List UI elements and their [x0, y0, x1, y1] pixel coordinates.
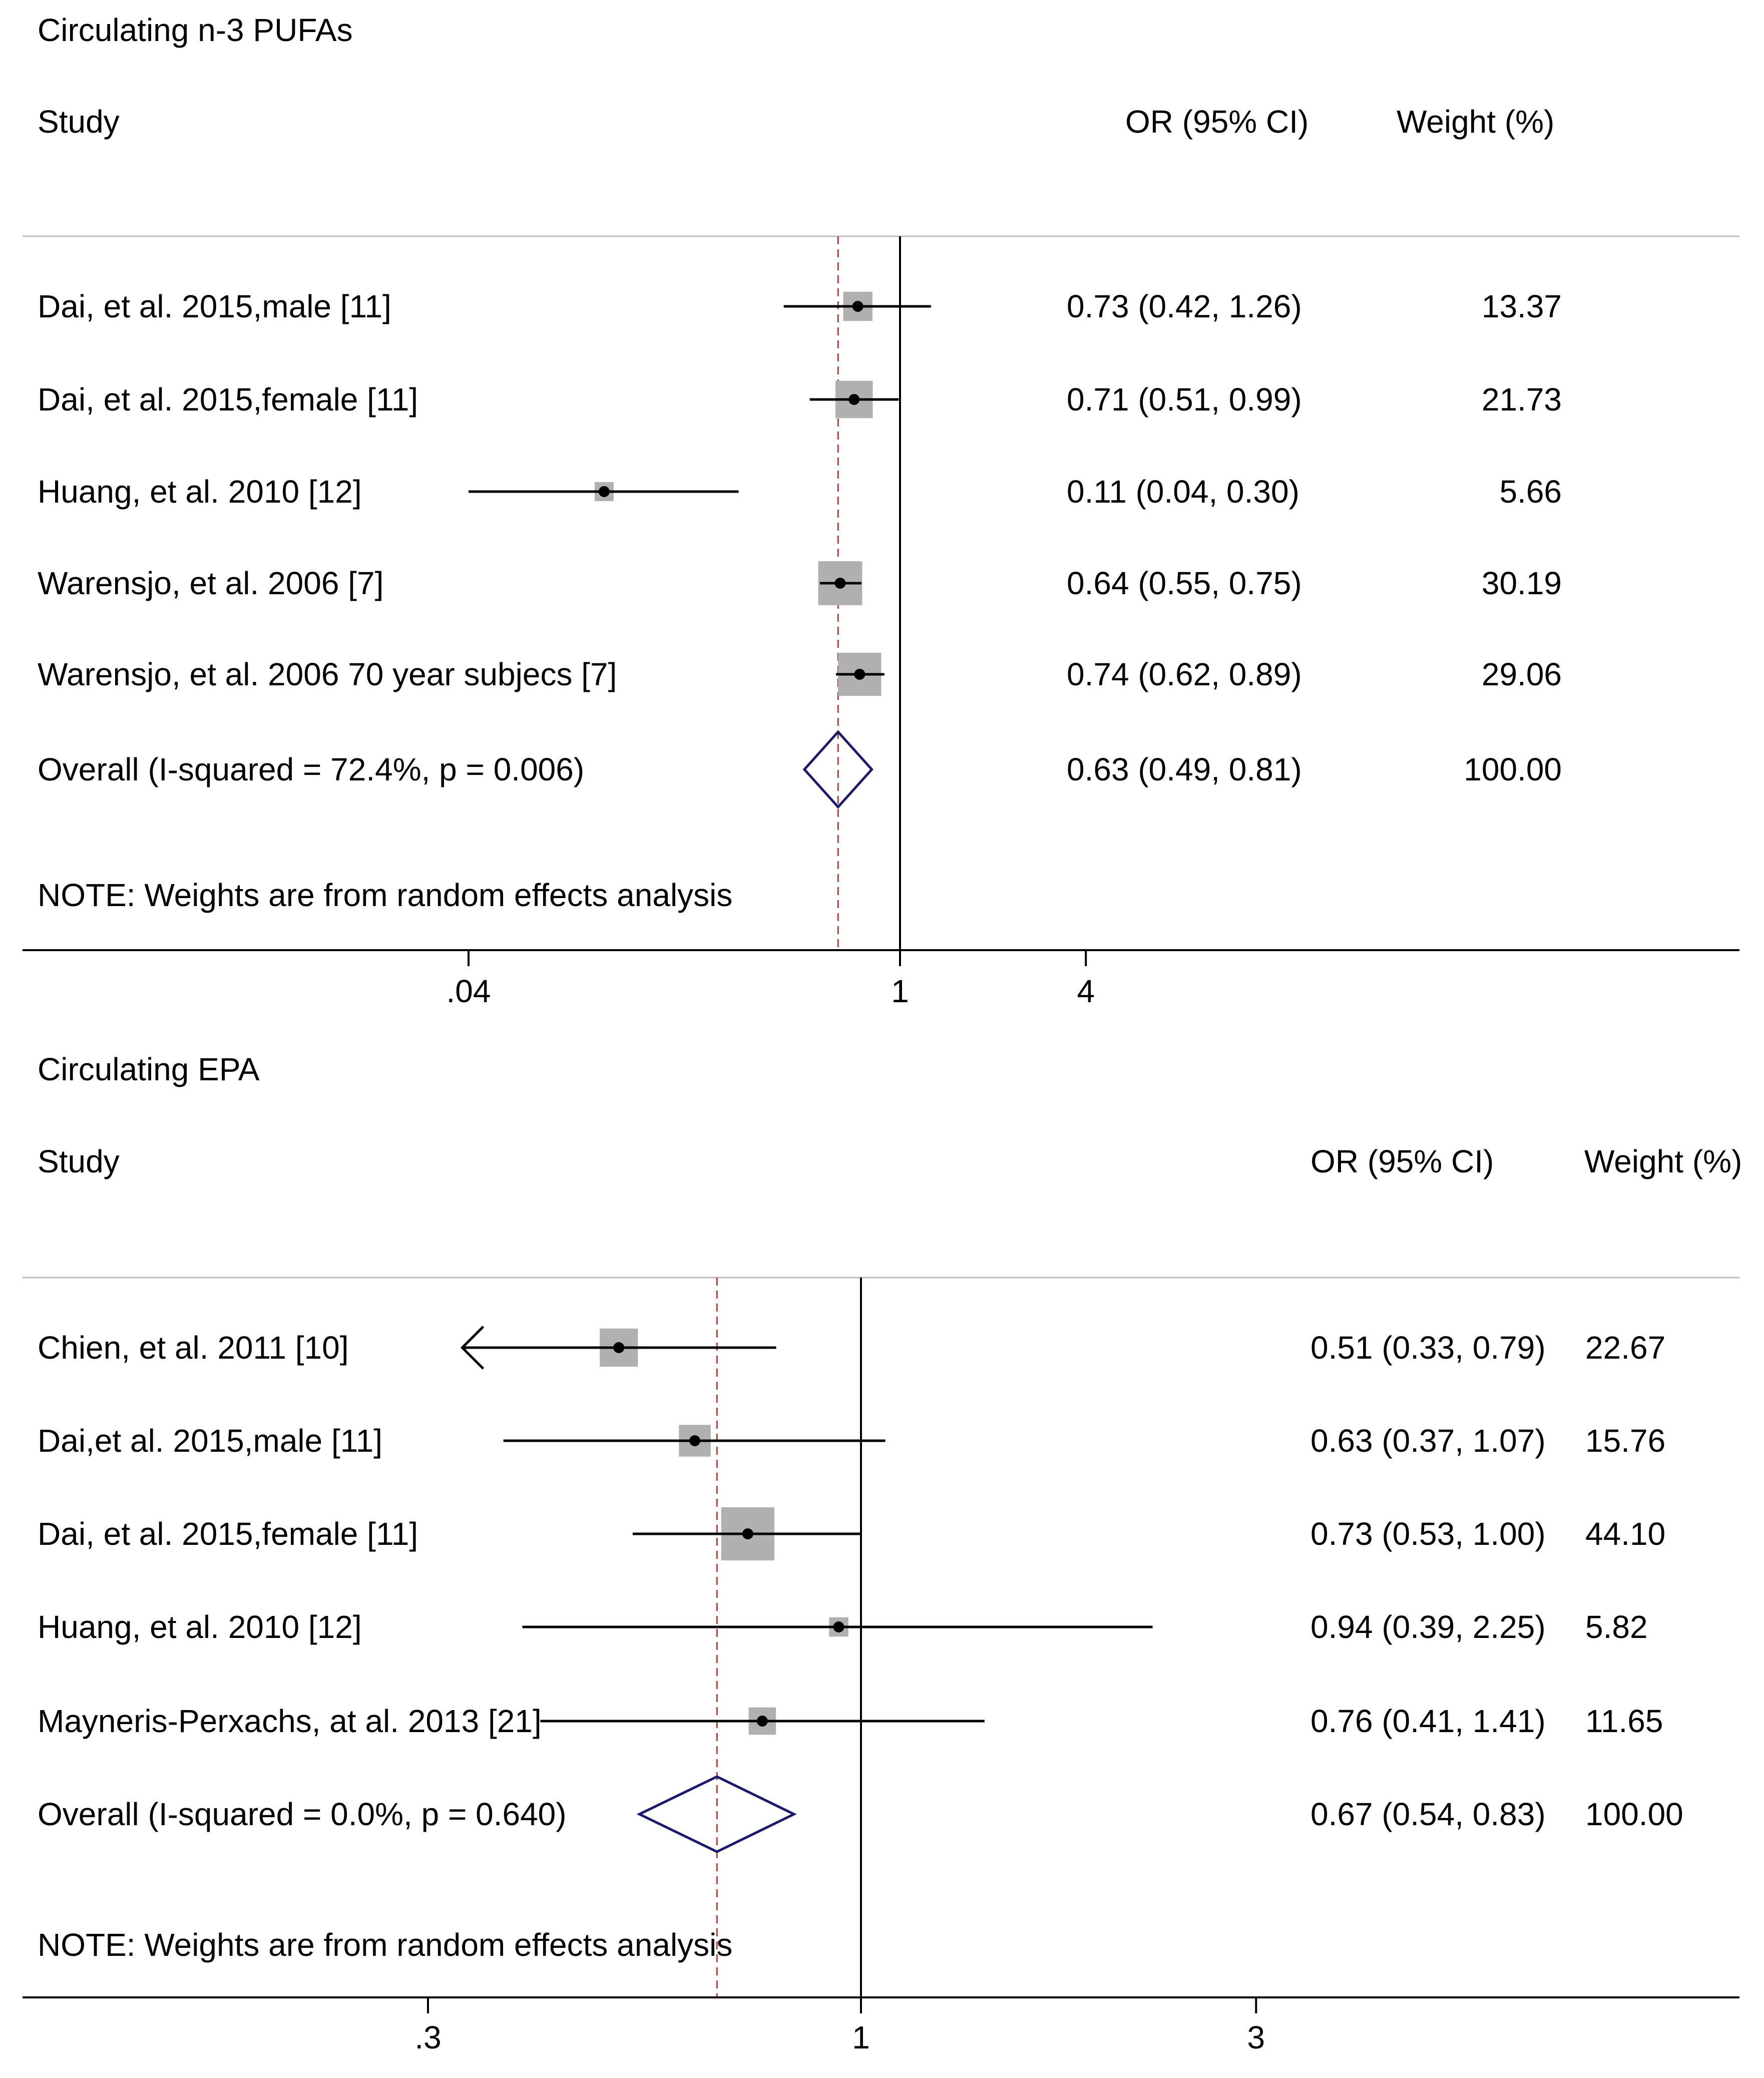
overall-diamond	[802, 730, 873, 809]
point-estimate	[689, 1435, 701, 1446]
weight-value: 30.19	[1482, 565, 1562, 601]
overall-weight-value: 100.00	[1585, 1796, 1683, 1832]
overall-label: Overall (I-squared = 0.0%, p = 0.640)	[38, 1796, 567, 1832]
study-label: Huang, et al. 2010 [12]	[38, 474, 362, 510]
or-ci-value: 0.76 (0.41, 1.41)	[1310, 1703, 1546, 1739]
point-estimate	[854, 669, 865, 680]
x-axis-tick-label: .04	[447, 973, 491, 1009]
or-ci-value: 0.63 (0.37, 1.07)	[1310, 1423, 1546, 1459]
study-label: Mayneris-Perxachs, at al. 2013 [21]	[38, 1703, 542, 1739]
study-label: Dai,et al. 2015,male [11]	[38, 1423, 382, 1459]
study-label: Huang, et al. 2010 [12]	[38, 1609, 362, 1645]
weight-value: 5.66	[1499, 474, 1562, 510]
weight-value: 5.82	[1585, 1609, 1648, 1645]
or-ci-value: 0.51 (0.33, 0.79)	[1310, 1330, 1546, 1366]
study-label: Warensjo, et al. 2006 [7]	[38, 565, 383, 601]
weight-column-header: Weight (%)	[1397, 104, 1554, 140]
point-estimate	[613, 1342, 625, 1353]
panel-title: Circulating EPA	[38, 1051, 260, 1087]
weight-column-header: Weight (%)	[1584, 1143, 1742, 1179]
point-estimate	[598, 486, 610, 497]
overall-label: Overall (I-squared = 72.4%, p = 0.006)	[38, 751, 584, 787]
or-ci-value: 0.71 (0.51, 0.99)	[1067, 381, 1302, 418]
or-ci-value: 0.94 (0.39, 2.25)	[1310, 1609, 1546, 1645]
or-ci-value: 0.73 (0.42, 1.26)	[1067, 288, 1302, 324]
point-estimate	[833, 1621, 844, 1632]
point-estimate	[848, 394, 860, 405]
study-label: Warensjo, et al. 2006 70 year subjecs [7…	[38, 656, 617, 692]
study-label: Dai, et al. 2015,male [11]	[38, 288, 391, 324]
weight-value: 22.67	[1585, 1330, 1665, 1366]
study-label: Chien, et al. 2011 [10]	[38, 1330, 348, 1366]
overall-diamond	[636, 1775, 797, 1853]
overall-or-ci-value: 0.67 (0.54, 0.83)	[1310, 1796, 1546, 1832]
study-column-header: Study	[38, 1143, 120, 1179]
point-estimate	[852, 301, 863, 312]
overall-weight-value: 100.00	[1464, 751, 1562, 787]
weight-value: 29.06	[1482, 656, 1562, 692]
x-axis-tick-label: 4	[1077, 973, 1095, 1009]
weights-note: NOTE: Weights are from random effects an…	[38, 877, 732, 913]
weight-value: 13.37	[1482, 288, 1562, 324]
x-axis-tick-label: 3	[1247, 2019, 1265, 2055]
or-ci-value: 0.73 (0.53, 1.00)	[1310, 1516, 1546, 1552]
x-axis-tick-label: .3	[414, 2019, 441, 2055]
weights-note: NOTE: Weights are from random effects an…	[38, 1927, 732, 1963]
study-column-header: Study	[38, 104, 120, 140]
study-label: Dai, et al. 2015,female [11]	[38, 381, 418, 418]
panel-title: Circulating n-3 PUFAs	[38, 12, 353, 48]
ci-truncation-arrow	[460, 1326, 485, 1370]
or-ci-column-header: OR (95% CI)	[1310, 1143, 1494, 1179]
or-ci-column-header: OR (95% CI)	[1125, 104, 1308, 140]
study-label: Dai, et al. 2015,female [11]	[38, 1516, 418, 1552]
point-estimate	[834, 578, 846, 589]
or-ci-value: 0.74 (0.62, 0.89)	[1067, 656, 1302, 692]
x-axis-tick-label: 1	[891, 973, 909, 1009]
point-estimate	[742, 1528, 753, 1539]
weight-value: 21.73	[1482, 381, 1562, 418]
or-ci-value: 0.11 (0.04, 0.30)	[1067, 474, 1299, 510]
overall-or-ci-value: 0.63 (0.49, 0.81)	[1067, 751, 1302, 787]
or-ci-value: 0.64 (0.55, 0.75)	[1067, 565, 1302, 601]
weight-value: 15.76	[1585, 1423, 1665, 1459]
x-axis-tick-label: 1	[852, 2019, 870, 2055]
point-estimate	[756, 1716, 768, 1727]
weight-value: 11.65	[1585, 1703, 1663, 1739]
weight-value: 44.10	[1585, 1516, 1665, 1552]
